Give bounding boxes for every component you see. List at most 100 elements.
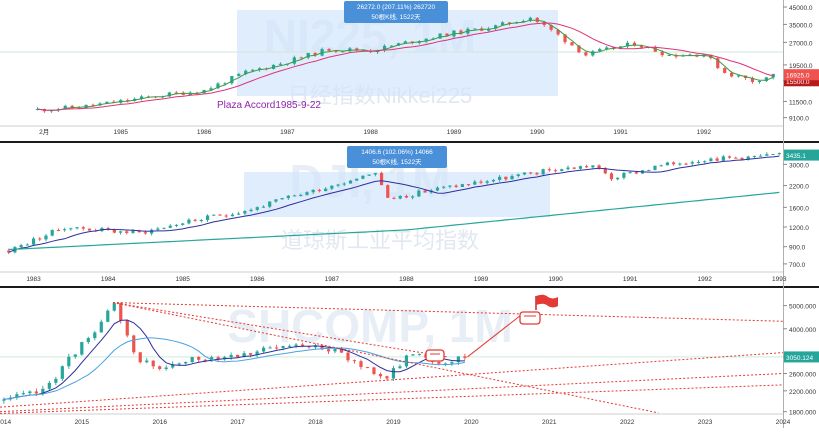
candle-body bbox=[566, 167, 570, 170]
candle-body bbox=[77, 107, 81, 109]
candle-body bbox=[437, 361, 441, 364]
x-tick-label: 1989 bbox=[474, 276, 489, 283]
x-tick-label: 1984 bbox=[101, 276, 116, 283]
measure-line-2: 50根K线, 1522天 bbox=[371, 12, 421, 21]
candle-body bbox=[438, 33, 442, 39]
candle-body bbox=[112, 229, 116, 233]
candle-body bbox=[212, 214, 216, 216]
candle-body bbox=[156, 228, 160, 230]
trend-channel-line bbox=[0, 352, 784, 408]
candle-body bbox=[463, 356, 467, 359]
marker-price-tag-bg bbox=[784, 75, 819, 87]
y-tick-label: 900.0 bbox=[789, 245, 806, 252]
chart-panel-1[interactable]: NI225, 1M日经指数Nikkei22545000.035000.02700… bbox=[0, 1, 819, 136]
candle-body bbox=[378, 373, 383, 377]
candle-body bbox=[348, 48, 352, 52]
candle-body bbox=[716, 58, 720, 69]
x-tick-label: 1990 bbox=[530, 129, 545, 136]
candle-body bbox=[450, 362, 454, 364]
candle-body bbox=[727, 156, 732, 158]
candle-body bbox=[249, 353, 253, 355]
candle-body bbox=[187, 219, 191, 224]
candle-body bbox=[385, 376, 389, 379]
date-range-selection[interactable] bbox=[237, 10, 558, 96]
candle-body bbox=[578, 166, 583, 169]
candle-body bbox=[734, 157, 738, 159]
candle-body bbox=[752, 155, 757, 157]
candle-body bbox=[281, 345, 285, 348]
x-tick-label: 1986 bbox=[197, 129, 212, 136]
candle-body bbox=[622, 172, 626, 178]
candle-body bbox=[119, 303, 123, 321]
x-tick-label: 1988 bbox=[399, 276, 414, 283]
candle-body bbox=[336, 184, 340, 186]
candle-body bbox=[750, 78, 755, 82]
candle-body bbox=[479, 181, 483, 183]
candle-body bbox=[709, 158, 713, 162]
candle-body bbox=[653, 46, 657, 52]
pointing-hand-icon bbox=[519, 311, 541, 325]
candle-body bbox=[373, 173, 377, 175]
candle-body bbox=[50, 230, 54, 236]
y-tick-label: 2200.0 bbox=[789, 184, 809, 191]
candle-body bbox=[19, 245, 23, 248]
candle-body bbox=[69, 228, 73, 230]
candle-body bbox=[324, 188, 328, 192]
x-tick-label: 1987 bbox=[280, 129, 295, 136]
candle-body bbox=[740, 157, 744, 160]
candle-body bbox=[721, 156, 725, 161]
candle-body bbox=[359, 361, 363, 368]
candle-body bbox=[174, 92, 178, 94]
x-tick-label: 1986 bbox=[250, 276, 265, 283]
measure-line-1: 1406.6 (102.06%) 14066 bbox=[361, 149, 433, 156]
candle-body bbox=[541, 169, 545, 175]
chart-panel-3[interactable]: SHCOMP, 1M 5000.000 4000.000 3050.124 2600.0… bbox=[0, 294, 819, 426]
candle-body bbox=[411, 196, 415, 198]
date-range-selection[interactable] bbox=[244, 172, 550, 217]
candle-body bbox=[494, 25, 498, 29]
candle-body bbox=[205, 215, 210, 221]
candle-body bbox=[367, 174, 371, 176]
last-price-tag: 16925.0 bbox=[786, 73, 810, 80]
candle-body bbox=[174, 224, 179, 226]
candle-body bbox=[91, 104, 95, 106]
candle-body bbox=[757, 80, 761, 82]
candle-body bbox=[35, 109, 40, 111]
x-tick-label: 2014 bbox=[0, 419, 12, 426]
projection-arrow-line bbox=[467, 313, 523, 358]
candle-body bbox=[47, 382, 51, 389]
candle-body bbox=[320, 345, 324, 350]
candle-body bbox=[56, 230, 61, 232]
candle-body bbox=[411, 354, 415, 356]
candle-body bbox=[73, 354, 77, 357]
candle-body bbox=[193, 219, 197, 221]
candle-body bbox=[145, 360, 149, 363]
candle-body bbox=[473, 28, 477, 30]
candle-body bbox=[249, 209, 253, 212]
candle-body bbox=[690, 162, 694, 164]
moving-average-blue bbox=[8, 155, 780, 253]
candle-body bbox=[616, 177, 620, 180]
measure-line-2: 50根K线, 1522天 bbox=[372, 157, 422, 166]
candle-body bbox=[237, 74, 241, 77]
candle-body bbox=[634, 172, 638, 174]
y-tick-label: 1200.0 bbox=[789, 225, 809, 232]
candle-body bbox=[603, 168, 607, 174]
candle-body bbox=[584, 52, 588, 56]
x-tick-label: 1985 bbox=[114, 129, 129, 136]
y-tick-label: 11500.0 bbox=[789, 99, 812, 106]
candle-body bbox=[75, 227, 79, 229]
chart-panel-2[interactable]: DJI, 1M道琼斯工业平均指数3000.02200.01600.01200.0… bbox=[0, 146, 819, 283]
candle-body bbox=[379, 173, 384, 186]
candle-body bbox=[563, 34, 567, 43]
candle-body bbox=[667, 54, 671, 56]
candle-body bbox=[696, 162, 701, 164]
candle-body bbox=[507, 22, 512, 24]
candle-body bbox=[244, 70, 248, 75]
candle-body bbox=[547, 169, 551, 171]
candle-body bbox=[485, 181, 489, 183]
candle-body bbox=[168, 225, 172, 228]
candle-body bbox=[230, 214, 235, 217]
candle-body bbox=[529, 172, 533, 174]
